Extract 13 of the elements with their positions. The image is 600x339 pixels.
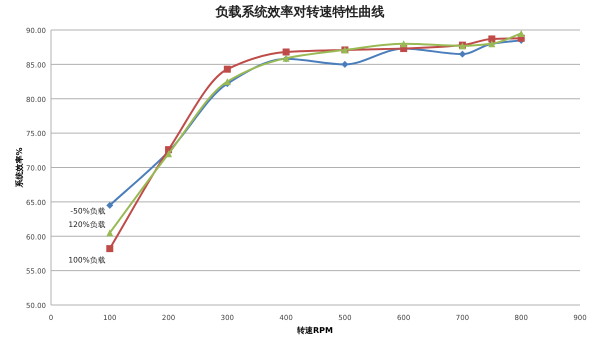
point (341, 60, 348, 68)
point (106, 229, 114, 236)
point (106, 202, 114, 209)
point (488, 35, 496, 42)
x-axis-title: 转速RPM (296, 326, 334, 335)
point (282, 48, 290, 56)
point (518, 30, 525, 37)
chart-title: 负载系统效率对转速特性曲线 (214, 4, 384, 20)
point (106, 245, 114, 252)
y-axis-title: 系统效率% (14, 147, 24, 189)
point (400, 40, 408, 48)
point (224, 66, 231, 73)
point (458, 50, 466, 58)
